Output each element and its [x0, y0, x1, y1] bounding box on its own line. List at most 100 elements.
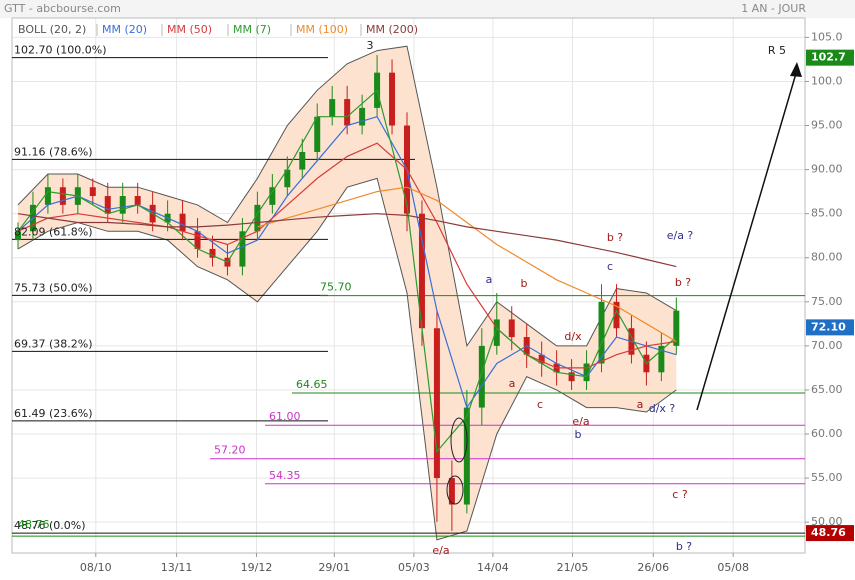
annotation: e/a ?	[667, 229, 694, 242]
candle-body	[314, 116, 321, 152]
candle-body	[568, 372, 575, 382]
candle-body	[269, 187, 276, 205]
green-level-label: 48.76	[18, 518, 50, 531]
green-level-label: 75.70	[320, 281, 352, 294]
candle-body	[433, 328, 440, 479]
candle-body	[134, 196, 141, 205]
moving-average	[17, 89, 677, 454]
fib-label: 75.73 (50.0%)	[14, 281, 93, 294]
x-tick-label: 19/12	[241, 561, 273, 574]
moving-average	[17, 142, 677, 369]
bollinger-area	[17, 46, 677, 540]
annotation: b ?	[607, 231, 623, 244]
fib-label: 48.76 (0.0%)	[14, 519, 86, 532]
annotation: d/x ?	[649, 402, 676, 415]
x-tick-label: 08/10	[80, 561, 112, 574]
candle-body	[14, 231, 21, 241]
x-tick-label: 29/01	[318, 561, 350, 574]
y-tick-label: 90.00	[811, 163, 843, 176]
moving-average	[257, 186, 677, 343]
x-tick-label: 05/03	[398, 561, 430, 574]
candle-body	[284, 169, 291, 188]
price-tag	[806, 49, 854, 66]
header-bar	[0, 0, 855, 18]
candle-body	[463, 407, 470, 505]
y-tick-label: 50.00	[811, 515, 843, 528]
legend-entry: BOLL (20, 2)	[18, 23, 86, 36]
x-tick-label: 14/04	[477, 561, 509, 574]
circle-mark	[446, 475, 464, 505]
candle-body	[59, 187, 66, 205]
price-tag	[806, 319, 854, 336]
candle-body	[209, 248, 216, 258]
candle-body	[508, 319, 515, 338]
annotation: c	[607, 260, 613, 273]
candle-body	[44, 187, 51, 205]
candle-body	[119, 196, 126, 214]
price-tag	[806, 525, 854, 542]
candle-body	[179, 213, 186, 232]
candle-body	[658, 345, 665, 373]
candle-body	[598, 301, 605, 364]
fib-label: 69.37 (38.2%)	[14, 337, 93, 350]
annotation: e/a	[572, 415, 589, 428]
arrow-head	[790, 62, 802, 77]
candle-body	[254, 204, 261, 232]
y-tick-label: 65.00	[811, 383, 843, 396]
candle-body	[448, 478, 455, 505]
y-tick-label: 85.00	[811, 207, 843, 220]
bollinger-line	[17, 45, 677, 348]
y-tick-label: 100.0	[811, 74, 843, 87]
y-tick-label: 55.00	[811, 471, 843, 484]
price-tag-label: 72.10	[811, 320, 846, 333]
annotation: b ?	[675, 276, 691, 289]
legend-entry: MM (200)	[366, 23, 418, 36]
circle-mark	[450, 417, 468, 463]
magenta-level-label: 54.35	[269, 469, 301, 482]
price-tag-label: 48.76	[811, 526, 846, 539]
fib-label: 102.70 (100.0%)	[14, 44, 107, 57]
green-level-label: 64.65	[296, 378, 328, 391]
moving-average	[17, 213, 677, 268]
chart-title: GTT - abcbourse.com	[4, 2, 121, 15]
candle-body	[493, 319, 500, 346]
plot-frame	[11, 17, 806, 554]
legend-entry: MM (100)	[296, 23, 348, 36]
candle-body	[613, 301, 620, 329]
x-tick-label: 13/11	[161, 561, 193, 574]
y-tick-label: 60.00	[811, 427, 843, 440]
magenta-level-label: 61.00	[269, 410, 301, 423]
fib-label: 82.09 (61.8%)	[14, 225, 93, 238]
annotation: a	[509, 377, 516, 390]
candle-body	[89, 187, 96, 197]
candle-body	[418, 213, 425, 329]
annotation: b	[521, 277, 528, 290]
annotation: b ?	[676, 540, 692, 553]
legend-entry: MM (20)	[102, 23, 147, 36]
candle-body	[299, 151, 306, 170]
candle-body	[478, 345, 485, 408]
candle-body	[239, 231, 246, 267]
legend-entry: MM (7)	[233, 23, 271, 36]
annotation: d/x	[564, 330, 582, 343]
x-tick-label: 05/08	[717, 561, 749, 574]
x-tick-label: 26/06	[637, 561, 669, 574]
annotation: c	[537, 398, 543, 411]
annotation: a	[486, 273, 493, 286]
candle-body	[329, 99, 336, 117]
y-tick-label: 70.00	[811, 339, 843, 352]
annotation: e/a	[432, 544, 449, 557]
price-tag-label: 102.7	[811, 51, 846, 64]
candle-body	[344, 99, 351, 126]
candle-body	[359, 107, 366, 126]
arrow-line	[696, 69, 798, 411]
magenta-level-label: 57.20	[214, 444, 246, 457]
annotation: R 5	[768, 44, 786, 57]
annotation: a	[637, 398, 644, 411]
candle-body	[389, 72, 396, 126]
candle-body	[194, 231, 201, 249]
fib-label: 61.49 (23.6%)	[14, 407, 93, 420]
candle-body	[583, 363, 590, 382]
y-tick-label: 75.00	[811, 295, 843, 308]
